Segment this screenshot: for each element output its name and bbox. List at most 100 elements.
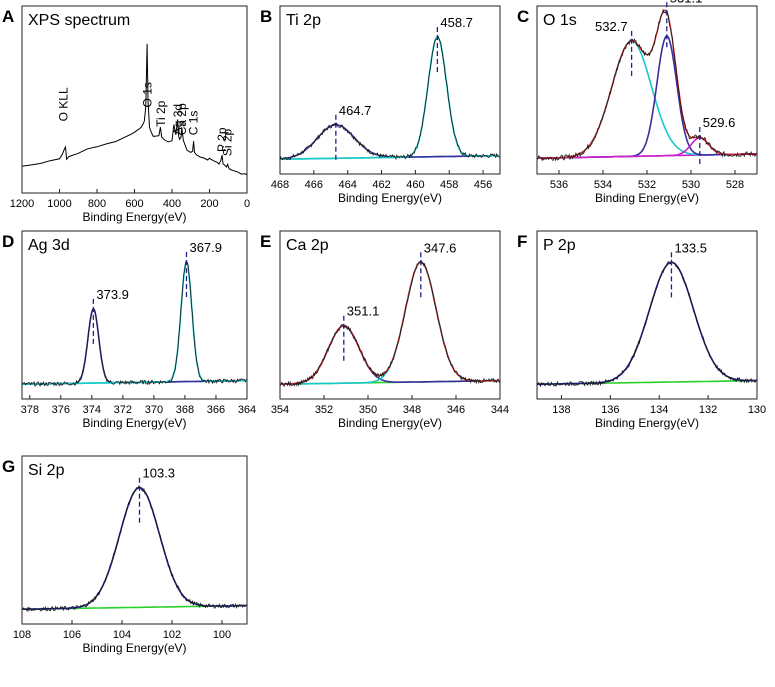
peak-annotation: Si 2p	[221, 128, 235, 156]
x-axis-label: Binding Energy(eV)	[338, 416, 442, 430]
raw-data-line	[537, 8, 758, 162]
panel-d: 378 376 374 372 370 368 366 364 Binding Energy(e…	[2, 230, 256, 430]
raw-data-line	[536, 258, 758, 388]
panel-b: 468 466 464 462 460 458 456 Binding Energy(eV) B…	[260, 5, 501, 205]
x-tick-label: 100	[213, 629, 231, 641]
panel-letter: B	[260, 7, 272, 26]
x-tick-label: 0	[244, 198, 250, 210]
panel-title: Ca 2p	[286, 237, 329, 254]
x-tick-label: 456	[474, 179, 492, 191]
plot-frame	[536, 230, 758, 400]
x-axis-label: Binding Energy(eV)	[82, 210, 186, 224]
peak-annotation: Ca 2p	[175, 103, 189, 135]
peak-annotation: Ag 3d	[171, 104, 185, 135]
peak-label: 531.1	[670, 0, 703, 5]
x-tick-label: 536	[550, 179, 568, 191]
x-axis-label: Binding Energy(eV)	[338, 191, 442, 205]
panel-title: Ag 3d	[28, 237, 70, 254]
panel-letter: C	[517, 7, 529, 26]
x-tick-label: 468	[271, 179, 289, 191]
x-axis-label: Binding Energy(eV)	[595, 416, 699, 430]
x-tick-label: 1200	[10, 198, 34, 210]
x-tick-label: 400	[163, 198, 181, 210]
x-tick-label: 368	[176, 404, 194, 416]
x-tick-label: 370	[145, 404, 163, 416]
component-peak	[537, 261, 757, 385]
panel-letter: E	[260, 232, 271, 251]
raw-data-line	[21, 260, 248, 387]
peak-label: 347.6	[424, 240, 457, 255]
x-tick-label: 532	[638, 179, 656, 191]
component-peak	[280, 36, 500, 160]
x-tick-label: 376	[52, 404, 70, 416]
x-tick-label: 800	[88, 198, 106, 210]
x-tick-label: 352	[315, 404, 333, 416]
peak-label: 458.7	[440, 15, 473, 30]
panel-g: 108 106 104 102 100 Binding Energy(eV) G Si 2p 1…	[2, 455, 248, 655]
peak-label: 464.7	[339, 103, 372, 118]
x-tick-label: 528	[726, 179, 744, 191]
plot-frame	[279, 5, 501, 175]
peak-annotation: P 2p	[215, 127, 229, 152]
x-tick-label: 466	[305, 179, 323, 191]
x-tick-label: 458	[440, 179, 458, 191]
peak-annotation: Ti 2p	[154, 100, 168, 127]
peak-annotation: O 1s	[140, 82, 154, 107]
peak-annotation: C 1s	[187, 111, 201, 136]
panel-title: O 1s	[543, 12, 577, 29]
x-tick-label: 1000	[47, 198, 71, 210]
x-tick-label: 108	[13, 629, 31, 641]
x-tick-label: 106	[63, 629, 81, 641]
x-tick-label: 460	[406, 179, 424, 191]
x-axis-label: Binding Energy(eV)	[595, 191, 699, 205]
x-tick-label: 374	[83, 404, 101, 416]
panel-title: Si 2p	[28, 462, 65, 479]
panel-title: XPS spectrum	[28, 12, 130, 29]
component-peak	[22, 260, 247, 385]
panel-title: Ti 2p	[286, 12, 321, 29]
envelope-line	[537, 9, 757, 159]
x-tick-label: 348	[403, 404, 421, 416]
peak-label: 532.7	[595, 19, 628, 34]
x-tick-label: 354	[271, 404, 289, 416]
x-tick-label: 130	[748, 404, 766, 416]
x-tick-label: 138	[552, 404, 570, 416]
peak-label: 529.6	[703, 115, 736, 130]
x-axis-label: Binding Energy(eV)	[82, 641, 186, 655]
x-tick-label: 372	[114, 404, 132, 416]
x-tick-label: 364	[238, 404, 256, 416]
x-tick-label: 134	[650, 404, 668, 416]
plot-frame	[21, 455, 248, 625]
x-tick-label: 104	[113, 629, 131, 641]
plot-frame	[279, 230, 501, 400]
x-tick-label: 102	[163, 629, 181, 641]
raw-data-line	[279, 35, 501, 161]
x-tick-label: 464	[339, 179, 357, 191]
peak-annotation: O KLL	[57, 87, 71, 121]
panel-letter: A	[2, 7, 14, 26]
panel-letter: D	[2, 232, 14, 251]
x-tick-label: 136	[601, 404, 619, 416]
component-peak	[22, 486, 247, 610]
x-tick-label: 462	[372, 179, 390, 191]
raw-data-line	[21, 485, 248, 613]
survey-line	[21, 43, 248, 176]
panel-e: 354 352 350 348 346 344 Binding Energy(eV) E Ca …	[260, 230, 509, 430]
panel-letter: G	[2, 457, 15, 476]
x-tick-label: 200	[200, 198, 218, 210]
peak-label: 351.1	[347, 304, 380, 319]
panel-title: P 2p	[543, 237, 576, 254]
x-tick-label: 350	[359, 404, 377, 416]
panel-f: 138 136 134 132 130 Binding Energy(eV) F P 2p 13…	[517, 230, 766, 430]
x-tick-label: 534	[594, 179, 612, 191]
x-tick-label: 132	[699, 404, 717, 416]
panel-a: 1200 1000 800 600 400 200 0 Binding Energy(eV) A…	[2, 5, 250, 224]
x-axis-label: Binding Energy(eV)	[82, 416, 186, 430]
raw-data-line	[279, 259, 501, 387]
x-tick-label: 530	[682, 179, 700, 191]
peak-label: 367.9	[189, 240, 222, 255]
component-peak	[22, 308, 247, 385]
panel-letter: F	[517, 232, 527, 251]
panel-c: 536 534 532 530 528 Binding Energy(eV) C O 1s 53…	[517, 0, 758, 205]
